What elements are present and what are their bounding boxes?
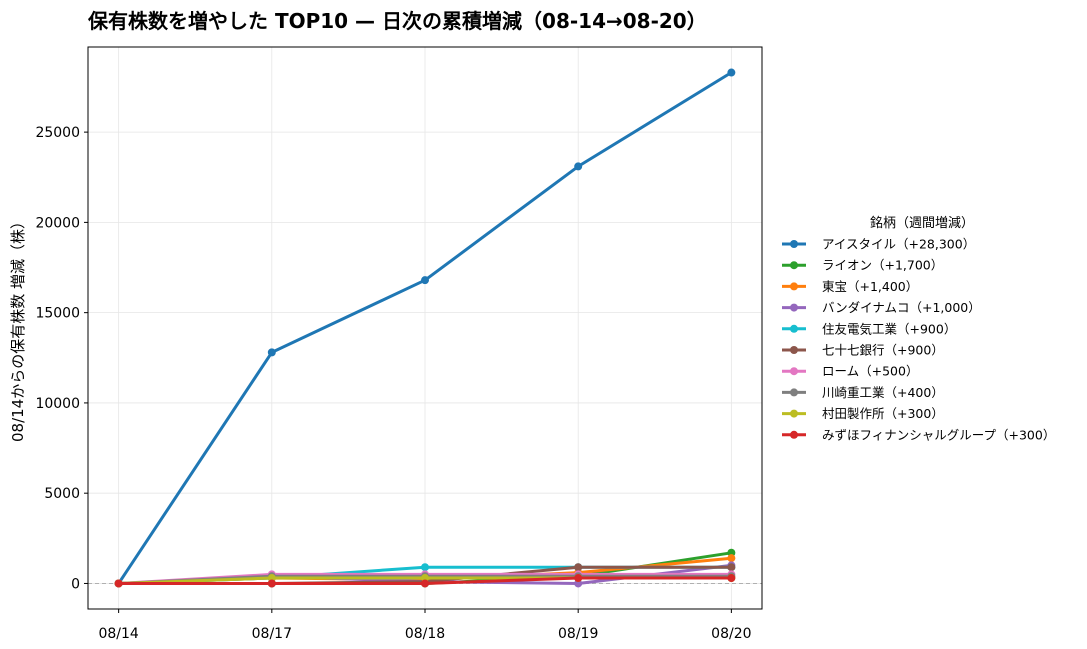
legend-entry: 東宝（+1,400）: [782, 279, 918, 294]
data-point: [267, 579, 276, 588]
data-point: [114, 579, 123, 588]
legend-label: みずほフィナンシャルグループ（+300）: [822, 427, 1055, 442]
legend-label: 東宝（+1,400）: [822, 279, 918, 294]
legend-marker: [790, 367, 798, 376]
data-point: [727, 68, 736, 77]
legend: 銘柄（週間増減） アイスタイル（+28,300） ライオン（+1,700） 東宝（+…: [782, 215, 1055, 442]
legend-marker: [790, 240, 798, 248]
gridlines: [88, 47, 762, 609]
data-point: [421, 579, 429, 588]
y-tick-label: 15000: [35, 306, 80, 322]
y-tick-label: 20000: [35, 215, 80, 231]
data-point: [267, 348, 276, 357]
x-tick-label: 08/18: [405, 626, 445, 642]
legend-entry: アイスタイル（+28,300）: [782, 237, 975, 252]
legend-label: 川崎重工業（+400）: [822, 385, 944, 400]
plot-series: [114, 68, 736, 588]
x-tick-label: 08/19: [558, 626, 598, 642]
y-tick-label: 25000: [35, 125, 80, 141]
y-axis-label: 08/14からの保有株数 増減（株）: [9, 214, 27, 442]
axes: 08/14 08/17 08/18 08/19 08/20 0 5000 10000 15000…: [35, 46, 763, 642]
legend-marker: [790, 303, 798, 312]
legend-entry: ライオン（+1,700）: [782, 258, 943, 273]
x-tick-label: 08/20: [711, 626, 751, 642]
legend-label: ローム（+500）: [822, 364, 918, 379]
data-point: [421, 276, 429, 285]
legend-marker: [790, 388, 798, 397]
data-point: [727, 563, 736, 572]
legend-entry: 村田製作所（+300）: [782, 406, 944, 421]
x-tick-label: 08/14: [98, 626, 138, 642]
legend-title: 銘柄（週間増減）: [870, 215, 974, 231]
legend-entry: 住友電気工業（+900）: [782, 321, 956, 336]
legend-entry: みずほフィナンシャルグループ（+300）: [782, 427, 1055, 442]
legend-entry: ローム（+500）: [782, 364, 918, 379]
legend-marker: [790, 430, 798, 439]
legend-label: 七十七銀行（+900）: [822, 343, 944, 358]
data-point: [727, 554, 736, 563]
data-point: [421, 563, 429, 572]
legend-entry: 川崎重工業（+400）: [782, 385, 944, 400]
legend-label: 住友電気工業（+900）: [822, 321, 956, 336]
legend-entry: 七十七銀行（+900）: [782, 343, 944, 358]
legend-marker: [790, 409, 798, 418]
legend-entry: バンダイナムコ（+1,000）: [782, 300, 981, 315]
data-point: [574, 162, 583, 171]
data-point: [727, 574, 736, 583]
y-tick-label: 0: [71, 576, 80, 592]
legend-marker: [790, 346, 798, 354]
data-point: [574, 563, 583, 572]
x-tick-label: 08/17: [252, 626, 292, 642]
legend-label: 村田製作所（+300）: [822, 406, 944, 421]
legend-marker: [790, 282, 798, 291]
legend-marker: [790, 261, 798, 270]
y-tick-label: 5000: [44, 486, 80, 502]
legend-label: アイスタイル（+28,300）: [822, 237, 975, 252]
y-tick-label: 10000: [35, 396, 80, 412]
legend-label: ライオン（+1,700）: [822, 258, 943, 273]
chart-title: 保有株数を増やした TOP10 — 日次の累積増減（08-14→08-20）: [87, 9, 707, 33]
data-point: [574, 574, 583, 583]
legend-label: バンダイナムコ（+1,000）: [822, 300, 981, 315]
legend-marker: [790, 324, 798, 333]
